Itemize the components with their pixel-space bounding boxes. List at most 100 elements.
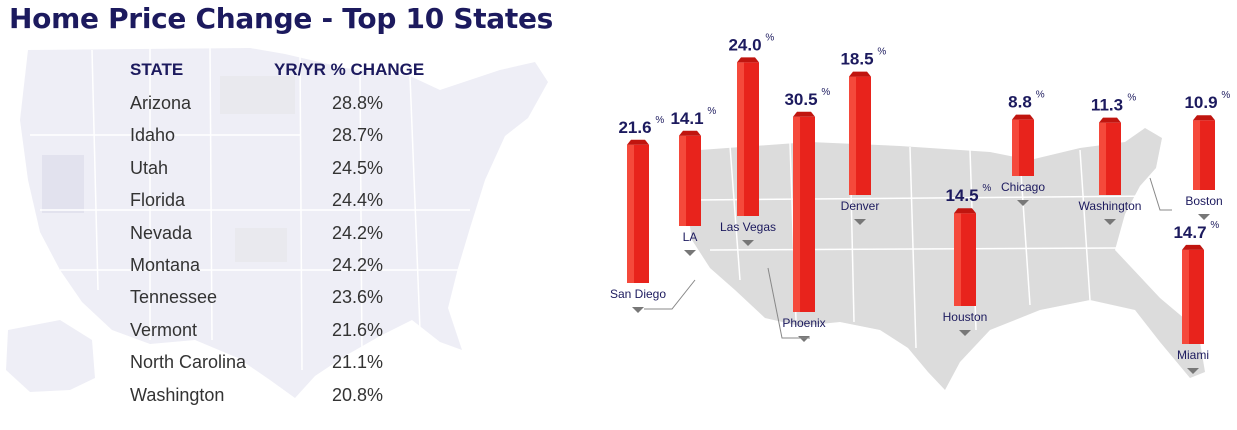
- city-label: Boston: [1185, 194, 1222, 208]
- bar-highlight: [849, 76, 857, 195]
- location-marker: [742, 240, 754, 246]
- leader-line: [644, 279, 696, 310]
- value-label: 21.6: [618, 118, 651, 137]
- unit-label: %: [1127, 93, 1136, 104]
- bar-highlight: [954, 213, 962, 306]
- state-change: 24.2%: [332, 254, 384, 275]
- table-row: Vermont 21.6%: [130, 318, 430, 350]
- state-name: Florida: [130, 190, 186, 211]
- value-label: 24.0: [728, 35, 761, 54]
- state-change: 24.2%: [332, 222, 384, 243]
- bar-highlight: [1193, 120, 1201, 190]
- bar-cap: [627, 139, 649, 145]
- value-label: 10.9: [1184, 93, 1217, 112]
- page-title: Home Price Change - Top 10 States: [9, 2, 554, 35]
- bar-item: 11.3 % Washington: [1079, 93, 1142, 225]
- bar-item: 18.5 % Denver: [840, 47, 886, 225]
- leader-line: [1149, 177, 1172, 211]
- unit-label: %: [1036, 90, 1045, 101]
- city-label: Miami: [1177, 348, 1209, 362]
- state-name: Utah: [130, 157, 169, 178]
- state-name: Idaho: [130, 125, 176, 146]
- state-change: 23.6%: [332, 287, 384, 308]
- state-name: Montana: [130, 254, 201, 275]
- unit-label: %: [707, 106, 716, 117]
- table-row: North Carolina 21.1%: [130, 350, 430, 382]
- state-change: 21.6%: [332, 319, 384, 340]
- header-state: STATE: [130, 60, 184, 79]
- bar-cap: [1193, 115, 1215, 121]
- bar-highlight: [627, 144, 635, 283]
- city-bar-chart: 21.6 % San Diego 14.1 % LA 24.0 % Las Vegas 30.5%…: [610, 32, 1230, 390]
- city-label: Las Vegas: [720, 220, 776, 234]
- location-marker: [854, 219, 866, 225]
- bar-highlight: [1012, 119, 1020, 176]
- table-row: Florida 24.4%: [130, 188, 430, 220]
- location-marker: [1104, 219, 1116, 225]
- location-marker: [632, 307, 644, 313]
- unit-label: %: [765, 32, 774, 43]
- bar-item: 8.8 % Chicago: [1001, 90, 1045, 206]
- state-change: 20.8%: [332, 384, 384, 405]
- header-change: YR/YR % CHANGE: [274, 60, 425, 79]
- city-label: Chicago: [1001, 180, 1045, 194]
- city-label: Washington: [1079, 199, 1142, 213]
- bar-highlight: [737, 62, 745, 217]
- city-label: LA: [683, 230, 698, 244]
- bar-item: 10.9 % Boston: [1184, 90, 1230, 220]
- state-name: Arizona: [130, 93, 192, 113]
- table-row: Washington 20.8%: [130, 383, 430, 415]
- state-change: 28.8%: [332, 93, 384, 113]
- value-label: 8.8: [1008, 93, 1032, 112]
- value-label: 18.5: [840, 50, 873, 69]
- city-label: San Diego: [610, 287, 666, 301]
- location-marker: [684, 250, 696, 256]
- table-row: Idaho 28.7%: [130, 123, 430, 155]
- bar-cap: [1099, 117, 1121, 123]
- value-label: 14.7: [1173, 223, 1206, 242]
- bar-cap: [793, 111, 815, 117]
- table-row: Utah 24.5%: [130, 156, 430, 188]
- location-marker: [1198, 214, 1210, 220]
- state-name: Nevada: [130, 222, 193, 243]
- value-label: 14.5: [945, 186, 978, 205]
- bar-highlight: [1099, 122, 1107, 195]
- leader-line: [767, 267, 810, 339]
- unit-label: %: [1221, 90, 1230, 101]
- state-name: North Carolina: [130, 352, 247, 373]
- unit-label: %: [1210, 220, 1219, 231]
- table-row: Arizona 28.8%: [130, 91, 430, 123]
- value-label: 30.5: [784, 90, 817, 109]
- table-rows: Arizona 28.8% Idaho 28.7% Utah 24.5% Florida 24…: [130, 91, 430, 415]
- state-change: 21.1%: [332, 352, 384, 373]
- bar-cap: [1012, 114, 1034, 120]
- bar-cap: [954, 208, 976, 214]
- table-row: Montana 24.2%: [130, 253, 430, 285]
- bar-highlight: [679, 135, 687, 226]
- bar-cap: [679, 130, 701, 136]
- bar-item: 14.7 % Miami: [1173, 220, 1219, 374]
- city-label: Phoenix: [782, 316, 825, 330]
- value-label: 11.3: [1091, 96, 1123, 115]
- location-marker: [798, 336, 810, 342]
- location-marker: [1187, 368, 1199, 374]
- table-row: Tennessee 23.6%: [130, 285, 430, 317]
- unit-label: %: [821, 87, 830, 98]
- bar-item: 14.5 % Houston: [943, 183, 991, 336]
- unit-label: %: [982, 183, 991, 194]
- state-change: 24.4%: [332, 190, 384, 211]
- bar-highlight: [793, 116, 801, 312]
- city-label: Houston: [943, 310, 988, 324]
- unit-label: %: [877, 47, 886, 58]
- bar-cap: [849, 71, 871, 77]
- bar-cap: [1182, 244, 1204, 250]
- location-marker: [959, 330, 971, 336]
- bar-cap: [737, 57, 759, 63]
- bar-item: 21.6 % San Diego: [610, 115, 666, 313]
- city-label: Denver: [841, 199, 880, 213]
- bars-group: 21.6 % San Diego 14.1 % LA 24.0 % Las Vegas 30.5%…: [610, 32, 1230, 374]
- state-change: 24.5%: [332, 157, 384, 178]
- state-name: Tennessee: [130, 287, 218, 308]
- value-label: 14.1: [670, 109, 703, 128]
- bar-item: 30.5 % Phoenix: [782, 87, 830, 342]
